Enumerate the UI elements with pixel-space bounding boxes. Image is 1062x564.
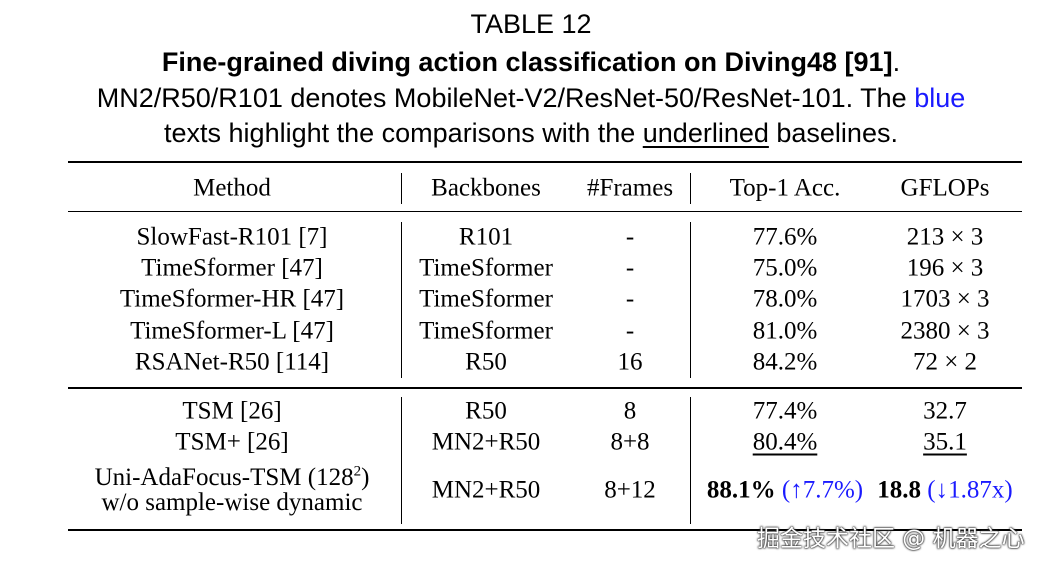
table-cell: 72 × 2 [912,348,978,376]
text-span: ) [361,464,370,491]
column-divider [690,222,691,378]
table-cell: 77.4% [752,397,818,425]
group-rule [68,387,1022,389]
table-cell: 18.8 (↓1.87x) [877,478,1012,503]
table-label: TABLE 12 [470,9,592,39]
table-cell: 77.6% [752,223,818,251]
table-cell: 32.7 [923,397,967,425]
table-cell: 1703 × 3 [900,285,990,313]
table-cell: 2380 × 3 [900,317,990,345]
table-cell: MN2+R50 [431,476,541,504]
table-cell: 196 × 3 [906,254,984,282]
table-cell: TimeSformer [419,317,553,345]
table-cell: 78.0% [752,285,818,313]
column-header: #Frames [586,174,674,202]
bottom-rule [68,529,1022,531]
table-cell: MN2+R50 [431,428,541,456]
table-cell: 16 [617,348,643,376]
table-cell: - [625,223,635,251]
table-cell: - [625,317,635,345]
table-cell: 80.4% [753,430,818,455]
table-cell: TimeSformer [419,285,553,313]
text-span: 80.4% [752,428,818,456]
table-cell: 8 [623,397,637,425]
method-cell: TimeSformer-HR [47] [119,285,345,313]
method-cell: TSM+ [26] [175,428,289,456]
caption-description: texts highlight the comparisons with the… [0,116,1062,150]
method-cell: RSANet-R50 [114] [134,348,330,376]
table-cell: R50 [465,348,507,376]
column-header: Method [193,174,271,202]
title-text: Fine-grained diving action classificatio… [161,47,893,77]
text-span: 88.1% [706,476,776,504]
text-span: MN2/R50/R101 denotes MobileNet-V2/ResNet… [96,83,915,113]
table-cell: 8+8 [610,428,650,456]
text-span: 35.1 [923,428,967,456]
table-cell: 84.2% [752,348,818,376]
table-cell: - [625,254,635,282]
table-cell: TimeSformer [419,254,553,282]
table-cell: R50 [465,397,507,425]
text-span: underlined [642,118,769,148]
column-header: GFLOPs [900,174,990,202]
text-span: blue [914,83,966,113]
text-span: 18.8 [877,476,922,504]
text-span: texts highlight the comparisons with the [164,118,643,148]
column-divider [401,173,402,204]
table-cell: 8+12 [604,476,656,504]
text-span: (↑7.7%) [775,476,864,504]
table-title: Fine-grained diving action classificatio… [0,45,1062,79]
method-cell: Uni-AdaFocus-TSM (1282) w/o sample-wise d… [94,463,370,516]
column-divider [690,173,691,204]
table-cell: 35.1 [923,430,967,455]
table-cell: - [625,285,635,313]
column-header: Backbones [431,174,541,202]
text-span: Uni-AdaFocus-TSM (128 [94,464,354,491]
column-divider [401,397,402,524]
text-span: 2 [353,463,362,480]
column-divider [690,397,691,524]
text-span: (↓1.87x) [921,476,1013,504]
method-cell: TimeSformer-L [47] [130,317,334,345]
method-cell: TSM [26] [182,397,282,425]
caption-description: MN2/R50/R101 denotes MobileNet-V2/ResNet… [0,81,1062,115]
table-cell: R101 [458,223,514,251]
text-span: w/o sample-wise dynamic [101,489,363,516]
text-span: baselines. [768,118,898,148]
method-cell: TimeSformer [47] [141,254,323,282]
table-cell: 213 × 3 [906,223,984,251]
table-cell: 88.1% (↑7.7%) [707,478,863,503]
table-cell: 75.0% [752,254,818,282]
watermark: 掘金技术社区 @ 机器之心 [757,526,1025,552]
column-divider [401,222,402,378]
method-cell: SlowFast-R101 [7] [136,223,328,251]
top-rule [68,161,1022,163]
column-header: Top-1 Acc. [729,174,841,202]
title-end: . [892,47,901,77]
header-rule [68,211,1022,212]
table-cell: 81.0% [752,317,818,345]
